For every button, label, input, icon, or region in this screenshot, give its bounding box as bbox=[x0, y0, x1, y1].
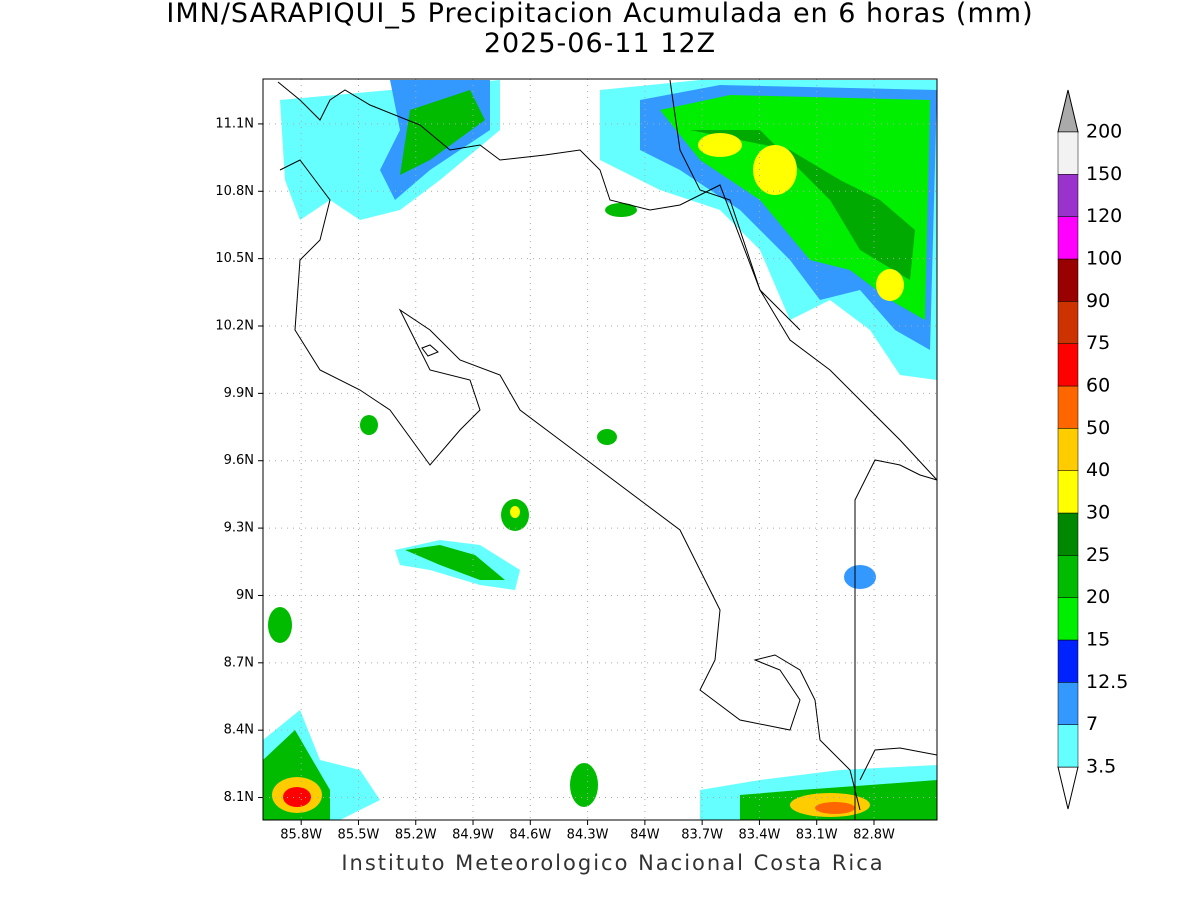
x-tick-label: 82.8W bbox=[853, 828, 895, 843]
rain-area bbox=[876, 269, 904, 301]
colorbar-label: 150 bbox=[1086, 163, 1122, 185]
colorbar-swatch bbox=[1057, 470, 1079, 514]
colorbar-label: 40 bbox=[1086, 459, 1110, 481]
colorbar-label: 75 bbox=[1086, 332, 1110, 354]
rain-area bbox=[698, 133, 742, 157]
rain-area bbox=[268, 607, 292, 643]
map-frame bbox=[262, 78, 938, 821]
y-tick-label: 8.7N bbox=[224, 655, 254, 670]
y-tick-label: 9.9N bbox=[224, 386, 254, 401]
colorbar-label: 12.5 bbox=[1086, 671, 1128, 693]
colorbar-label: 120 bbox=[1086, 205, 1122, 227]
y-tick-label: 10.2N bbox=[215, 319, 254, 334]
coastline bbox=[277, 81, 938, 481]
colorbar-label: 30 bbox=[1086, 502, 1110, 524]
rain-area bbox=[283, 787, 311, 807]
axis-ticks: 85.8W 85.5W 85.2W 84.9W 84.6W 84.3W 84W 83.7W 83… bbox=[215, 116, 895, 842]
y-tick-label: 8.1N bbox=[224, 790, 254, 805]
colorbar-label: 100 bbox=[1086, 248, 1122, 270]
colorbar-label: 200 bbox=[1086, 121, 1122, 143]
x-tick-label: 84.3W bbox=[567, 828, 609, 843]
rain-area bbox=[510, 506, 520, 518]
x-tick-label: 84.9W bbox=[452, 828, 494, 843]
colorbar-label: 3.5 bbox=[1086, 756, 1116, 778]
coastline bbox=[859, 747, 938, 781]
coastline bbox=[421, 344, 439, 357]
colorbar-swatch bbox=[1057, 555, 1079, 598]
rain-area bbox=[844, 565, 876, 589]
colorbar-swatch bbox=[1057, 216, 1079, 260]
colorbar-swatch bbox=[1057, 428, 1079, 471]
colorbar-swatch bbox=[1057, 682, 1079, 725]
colorbar-label: 25 bbox=[1086, 544, 1110, 566]
colorbar-label: 60 bbox=[1086, 375, 1110, 397]
x-tick-label: 85.5W bbox=[338, 828, 380, 843]
map-area bbox=[262, 78, 938, 821]
title: IMN/SARAPIQUI_5 Precipitacion Acumulada … bbox=[166, 0, 1033, 29]
rain-area bbox=[753, 145, 797, 195]
colorbar-swatch bbox=[1057, 174, 1079, 217]
y-tick-label: 9.6N bbox=[224, 453, 254, 468]
rain-area bbox=[690, 130, 915, 280]
x-tick-label: 85.2W bbox=[395, 828, 437, 843]
y-tick-label: 10.8N bbox=[215, 184, 254, 199]
colorbar: 3.5 7 12.5 15 20 25 30 40 50 60 75 90 100 120 150 200 bbox=[1057, 89, 1128, 810]
y-tick-label: 10.5N bbox=[215, 251, 254, 266]
colorbar-label: 7 bbox=[1086, 713, 1098, 735]
colorbar-label: 90 bbox=[1086, 290, 1110, 312]
footer: Instituto Meteorologico Nacional Costa R… bbox=[341, 851, 884, 875]
precip-field bbox=[263, 80, 937, 820]
subtitle: 2025-06-11 12Z bbox=[484, 28, 716, 59]
x-tick-label: 84.6W bbox=[509, 828, 551, 843]
colorbar-swatch bbox=[1057, 639, 1079, 683]
colorbar-swatch bbox=[1057, 597, 1079, 641]
colorbar-over bbox=[1057, 89, 1079, 133]
coastline bbox=[854, 459, 938, 820]
colorbar-under bbox=[1057, 766, 1079, 810]
colorbar-swatch bbox=[1057, 131, 1079, 175]
rain-area bbox=[360, 415, 378, 435]
y-tick-label: 9.3N bbox=[224, 521, 254, 536]
colorbar-label: 15 bbox=[1086, 629, 1110, 651]
rain-area bbox=[570, 763, 598, 807]
x-tick-label: 83.4W bbox=[739, 828, 781, 843]
colorbar-label: 20 bbox=[1086, 586, 1110, 608]
rain-area bbox=[400, 90, 485, 175]
colorbar-swatch bbox=[1057, 301, 1079, 344]
coastlines bbox=[277, 79, 938, 820]
colorbar-swatch bbox=[1057, 724, 1079, 768]
y-tick-label: 11.1N bbox=[215, 116, 254, 131]
rain-area bbox=[405, 545, 505, 580]
colorbar-swatch bbox=[1057, 343, 1079, 387]
rain-area bbox=[597, 429, 617, 445]
coastline bbox=[279, 159, 861, 811]
x-tick-label: 84W bbox=[630, 828, 660, 843]
y-tick-label: 8.4N bbox=[224, 723, 254, 738]
x-tick-label: 83.1W bbox=[796, 828, 838, 843]
rain-area bbox=[605, 203, 637, 217]
colorbar-swatch bbox=[1057, 512, 1079, 556]
y-tick-label: 9N bbox=[236, 588, 254, 603]
x-tick-label: 85.8W bbox=[280, 828, 322, 843]
coastline bbox=[669, 79, 801, 331]
x-tick-label: 83.7W bbox=[681, 828, 723, 843]
colorbar-swatch bbox=[1057, 385, 1079, 429]
graticule bbox=[263, 79, 937, 820]
rain-area bbox=[815, 802, 855, 814]
colorbar-swatch bbox=[1057, 258, 1079, 302]
colorbar-label: 50 bbox=[1086, 417, 1110, 439]
